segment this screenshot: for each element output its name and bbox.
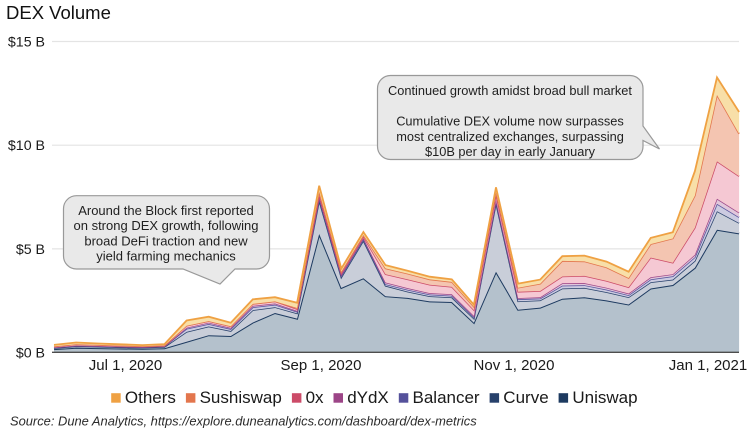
svg-text:broad DeFi traction and new: broad DeFi traction and new: [84, 233, 248, 248]
svg-text:Sushiswap: Sushiswap: [200, 388, 282, 407]
svg-text:Curve: Curve: [503, 388, 548, 407]
svg-text:Sep 1, 2020: Sep 1, 2020: [281, 357, 362, 374]
svg-text:Source: Dune Analytics, https:: Source: Dune Analytics, https://explore.…: [10, 414, 477, 429]
svg-text:Others: Others: [125, 388, 176, 407]
svg-text:$10 B: $10 B: [8, 138, 45, 154]
svg-text:Jan 1, 2021: Jan 1, 2021: [669, 357, 747, 374]
svg-text:Balancer: Balancer: [413, 388, 480, 407]
svg-text:dYdX: dYdX: [347, 388, 389, 407]
svg-text:Uniswap: Uniswap: [572, 388, 637, 407]
svg-text:Around the Block first reporte: Around the Block first reported: [78, 203, 254, 218]
svg-text:DEX Volume: DEX Volume: [6, 2, 111, 23]
svg-text:Continued growth amidst broad: Continued growth amidst broad bull marke…: [388, 83, 632, 98]
svg-text:$10B per day in early January: $10B per day in early January: [425, 144, 596, 159]
svg-text:most centralized exchanges, su: most centralized exchanges, surpassing: [396, 129, 624, 144]
svg-text:$0 B: $0 B: [16, 345, 45, 361]
svg-text:on strong DEX growth, followin: on strong DEX growth, following: [74, 218, 259, 233]
svg-text:Nov 1, 2020: Nov 1, 2020: [474, 357, 555, 374]
svg-text:$5 B: $5 B: [16, 242, 45, 258]
svg-text:yield farming mechanics: yield farming mechanics: [96, 249, 236, 264]
svg-text:$15 B: $15 B: [8, 35, 45, 51]
svg-text:Cumulative DEX volume now surp: Cumulative DEX volume now surpasses: [396, 113, 624, 128]
svg-text:0x: 0x: [306, 388, 324, 407]
svg-text:Jul 1, 2020: Jul 1, 2020: [89, 357, 162, 374]
